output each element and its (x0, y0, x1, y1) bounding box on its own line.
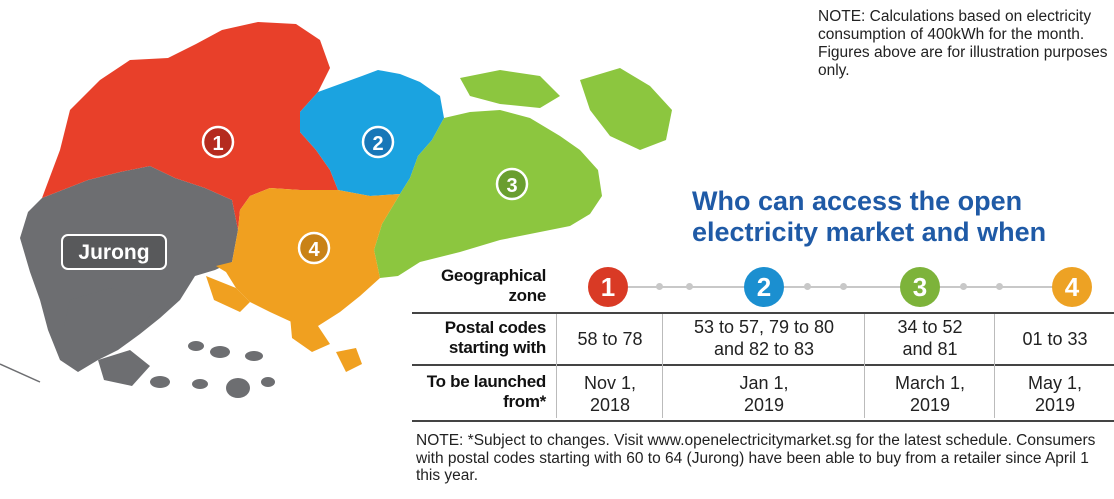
row-label-launch: To be launched from* (426, 372, 547, 411)
jurong-label: Jurong (61, 234, 167, 270)
zone-connector-line (628, 286, 1082, 288)
postal-zone-2: 53 to 57, 79 to 80 and 82 to 83 (693, 317, 835, 359)
svg-text:4: 4 (308, 239, 320, 261)
zone-4-island (290, 316, 330, 352)
headline-line-1: Who can access the open (692, 186, 1023, 216)
table-rule (412, 312, 1114, 314)
southern-islet (226, 378, 250, 398)
svg-text:3: 3 (506, 175, 517, 197)
note-schedule: NOTE: *Subject to changes. Visit www.ope… (416, 432, 1096, 484)
zone-marker-2: 2 (361, 125, 395, 159)
connector-dot (686, 283, 693, 290)
southern-islet (188, 341, 204, 351)
launch-zone-4: May 1, 2019 (1027, 373, 1083, 415)
column-divider (994, 314, 995, 418)
singapore-zone-map: 1 2 3 4 Jurong (0, 22, 672, 398)
column-divider (662, 314, 663, 418)
zone-badge-1: 1 (588, 267, 628, 307)
headline: Who can access the open electricity mark… (692, 186, 1112, 248)
connector-dot (840, 283, 847, 290)
zone-3-island-a (460, 70, 560, 108)
zone-4-coast (206, 276, 250, 312)
zone-marker-3: 3 (495, 167, 529, 201)
connector-dot (996, 283, 1003, 290)
zone-badge-2: 2 (744, 267, 784, 307)
connector-dot (960, 283, 967, 290)
zone-3-island-b (580, 68, 672, 150)
postal-zone-4: 01 to 33 (1022, 329, 1088, 349)
jurong-island-2 (98, 350, 150, 386)
launch-zone-1: Nov 1, 2018 (583, 373, 637, 415)
headline-line-2: electricity market and when (692, 217, 1047, 247)
row-label-postal: Postal codes starting with (444, 318, 547, 357)
zone-marker-1: 1 (201, 125, 235, 159)
launch-zone-2: Jan 1, 2019 (739, 373, 789, 415)
zone-3-region (374, 110, 602, 278)
connector-dot (656, 283, 663, 290)
jurong-island (64, 288, 150, 356)
column-divider (864, 314, 865, 418)
southern-islet (150, 376, 170, 388)
southern-islet (192, 379, 208, 389)
zone-1-region (42, 22, 338, 230)
table-rule (412, 364, 1114, 366)
note-calculation: NOTE: Calculations based on electricity … (818, 8, 1108, 79)
southern-islet (245, 351, 263, 361)
zone-badge-4: 4 (1052, 267, 1092, 307)
southern-islet (261, 377, 275, 387)
row-label-zone: Geographical zone (440, 266, 546, 305)
svg-text:Jurong: Jurong (78, 241, 149, 264)
southern-islet (210, 346, 230, 358)
zone-badge-3: 3 (900, 267, 940, 307)
postal-zone-1: 58 to 78 (577, 329, 643, 349)
postal-zone-3: 34 to 52 and 81 (897, 317, 963, 359)
launch-zone-3: March 1, 2019 (894, 373, 966, 415)
connector-dot (804, 283, 811, 290)
zone-4-island-2 (336, 348, 362, 372)
table-rule (412, 420, 1114, 422)
svg-text:2: 2 (372, 133, 383, 155)
svg-text:1: 1 (212, 133, 223, 155)
zone-marker-4: 4 (297, 231, 331, 265)
column-divider (556, 314, 557, 418)
coast-line (0, 363, 41, 383)
